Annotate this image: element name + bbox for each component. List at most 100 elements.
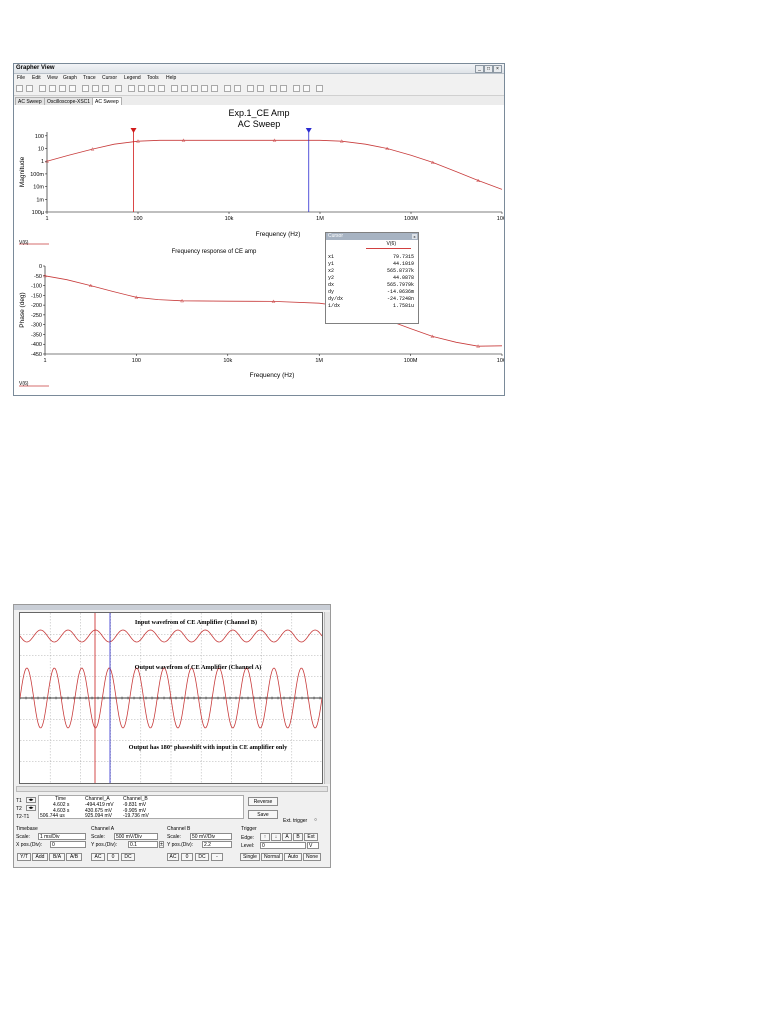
trigger-normal-button[interactable]: Normal bbox=[261, 853, 283, 861]
pan-icon[interactable] bbox=[138, 85, 145, 92]
menu-file[interactable]: File bbox=[17, 75, 26, 81]
markers-icon[interactable] bbox=[224, 85, 231, 92]
mode-ab-button[interactable]: A/B bbox=[66, 853, 82, 861]
timebase-scale-field[interactable]: 1 ms/Div bbox=[38, 833, 86, 840]
trigger-auto-button[interactable]: Auto bbox=[284, 853, 302, 861]
menu-edit[interactable]: Edit bbox=[32, 75, 41, 81]
x-tick-label: 100M bbox=[404, 216, 418, 222]
minimize-button[interactable]: _ bbox=[475, 65, 484, 73]
mode-add-button[interactable]: Add bbox=[32, 853, 48, 861]
scope-cursors[interactable] bbox=[94, 613, 111, 783]
labels-icon[interactable] bbox=[234, 85, 241, 92]
mode-ba-button[interactable]: B/A bbox=[49, 853, 65, 861]
mode-yt-button[interactable]: Y/T bbox=[17, 853, 31, 861]
channel-b-scale-field[interactable]: 50 mV/Div bbox=[190, 833, 232, 840]
cursor-row: x1 79.7315 bbox=[326, 254, 418, 261]
tab-ac-sweep-2[interactable]: AC Sweep bbox=[92, 97, 122, 105]
channel-a-ypos-field[interactable]: 0.1 bbox=[128, 841, 158, 848]
t2-arrows-button[interactable]: ◂▸ bbox=[26, 805, 36, 811]
text-icon[interactable] bbox=[247, 85, 254, 92]
x-tick-label: 1M bbox=[315, 358, 323, 364]
color-icon[interactable] bbox=[280, 85, 287, 92]
open-icon[interactable] bbox=[26, 85, 33, 92]
t2-t1-time: 506.744 us bbox=[40, 813, 65, 819]
cursor-measurements-table: Time Channel_A Channel_B 4.602 s -494.41… bbox=[38, 795, 244, 819]
export-icon[interactable] bbox=[293, 85, 300, 92]
maximize-button[interactable]: □ bbox=[484, 65, 493, 73]
zoom-in-icon[interactable] bbox=[171, 85, 178, 92]
channel-b-ac-button[interactable]: AC bbox=[167, 853, 179, 861]
phase-series-v6 bbox=[43, 273, 503, 348]
select-icon[interactable] bbox=[128, 85, 135, 92]
zoom-out-icon[interactable] bbox=[181, 85, 188, 92]
reverse-button[interactable]: Reverse bbox=[248, 797, 278, 806]
channel-a-ypos-spinner[interactable]: ± bbox=[159, 841, 164, 848]
menu-graph[interactable]: Graph bbox=[63, 75, 77, 81]
trigger-source-a-button[interactable]: A bbox=[282, 833, 292, 841]
t1-arrows-button[interactable]: ◂▸ bbox=[26, 797, 36, 803]
close-icon[interactable]: x bbox=[412, 234, 417, 239]
trigger-level-field[interactable]: 0 bbox=[260, 842, 306, 849]
trigger-edge-rising-button[interactable]: ↑ bbox=[260, 833, 270, 841]
zoom-y-icon[interactable] bbox=[201, 85, 208, 92]
overlay-icon[interactable] bbox=[303, 85, 310, 92]
channel-b-zero-button[interactable]: 0 bbox=[181, 853, 193, 861]
magnitude-cursors[interactable] bbox=[130, 128, 312, 212]
scope-horizontal-scrollbar[interactable] bbox=[16, 786, 328, 792]
t1-channel-a: -494.419 mV bbox=[85, 802, 114, 808]
trigger-edge-falling-button[interactable]: ↓ bbox=[271, 833, 281, 841]
zoom-full-icon[interactable] bbox=[191, 85, 198, 92]
trigger-source-b-button[interactable]: B bbox=[293, 833, 303, 841]
arrow-icon[interactable] bbox=[257, 85, 264, 92]
grapher-tabs: AC Sweep Oscilloscope-XSC1 AC Sweep bbox=[14, 96, 504, 105]
menu-help[interactable]: Help bbox=[166, 75, 177, 81]
menu-legend[interactable]: Legend bbox=[124, 75, 141, 81]
legend-icon[interactable] bbox=[92, 85, 99, 92]
grid-icon[interactable] bbox=[82, 85, 89, 92]
paste-icon[interactable] bbox=[69, 85, 76, 92]
channel-b-ypos-field[interactable]: 2.2 bbox=[202, 841, 232, 848]
channel-b-invert-button[interactable]: - bbox=[211, 853, 223, 861]
x-tick-label: 1 bbox=[45, 216, 48, 222]
undo-icon[interactable] bbox=[39, 85, 46, 92]
series-point bbox=[134, 295, 139, 299]
save-button[interactable]: Save bbox=[248, 810, 278, 819]
scope-vertical-scrollbar[interactable] bbox=[324, 612, 330, 784]
zoom-area-icon[interactable] bbox=[148, 85, 155, 92]
clear-icon[interactable] bbox=[270, 85, 277, 92]
menu-trace[interactable]: Trace bbox=[83, 75, 96, 81]
channel-a-scale-label: Scale: bbox=[91, 834, 105, 840]
cursor-readout-window[interactable]: Cursor x V(6) x1 79.7315 y1 44.1019 x2 565.87… bbox=[325, 232, 419, 324]
print-icon[interactable] bbox=[115, 85, 122, 92]
timebase-xpos-field[interactable]: 0 bbox=[50, 841, 86, 848]
ext-trigger-radio[interactable]: ○ bbox=[314, 817, 318, 823]
grapher-window: Grapher View _ □ × File Edit View Graph … bbox=[13, 63, 505, 396]
trigger-source-ext-button[interactable]: Ext bbox=[304, 833, 318, 841]
channel-a-dc-button[interactable]: DC bbox=[121, 853, 135, 861]
channel-a-scale-field[interactable]: 500 mV/Div bbox=[114, 833, 158, 840]
zoom-fit-icon[interactable] bbox=[211, 85, 218, 92]
trigger-none-button[interactable]: None bbox=[303, 853, 321, 861]
properties-icon[interactable] bbox=[316, 85, 323, 92]
cursor-window-titlebar[interactable]: Cursor x bbox=[326, 233, 418, 240]
cursors-icon[interactable] bbox=[102, 85, 109, 92]
menu-tools[interactable]: Tools bbox=[147, 75, 159, 81]
scope-titlebar[interactable] bbox=[14, 605, 330, 610]
zoom-x-icon[interactable] bbox=[158, 85, 165, 92]
copy-icon[interactable] bbox=[59, 85, 66, 92]
close-button[interactable]: × bbox=[493, 65, 502, 73]
trigger-single-button[interactable]: Single bbox=[240, 853, 260, 861]
channel-a-zero-button[interactable]: 0 bbox=[107, 853, 119, 861]
channel-a-ac-button[interactable]: AC bbox=[91, 853, 105, 861]
series-point bbox=[430, 334, 435, 338]
x-tick-label: 10k bbox=[223, 358, 232, 364]
menu-view[interactable]: View bbox=[47, 75, 58, 81]
new-icon[interactable] bbox=[16, 85, 23, 92]
cursor-2-marker bbox=[305, 128, 312, 133]
grapher-titlebar[interactable]: Grapher View _ □ × bbox=[14, 64, 504, 74]
menu-cursor[interactable]: Cursor bbox=[102, 75, 118, 81]
cut-icon[interactable] bbox=[49, 85, 56, 92]
y-tick-label: 10m bbox=[33, 185, 44, 191]
channel-b-dc-button[interactable]: DC bbox=[195, 853, 209, 861]
y-tick-label: 10 bbox=[38, 147, 44, 153]
